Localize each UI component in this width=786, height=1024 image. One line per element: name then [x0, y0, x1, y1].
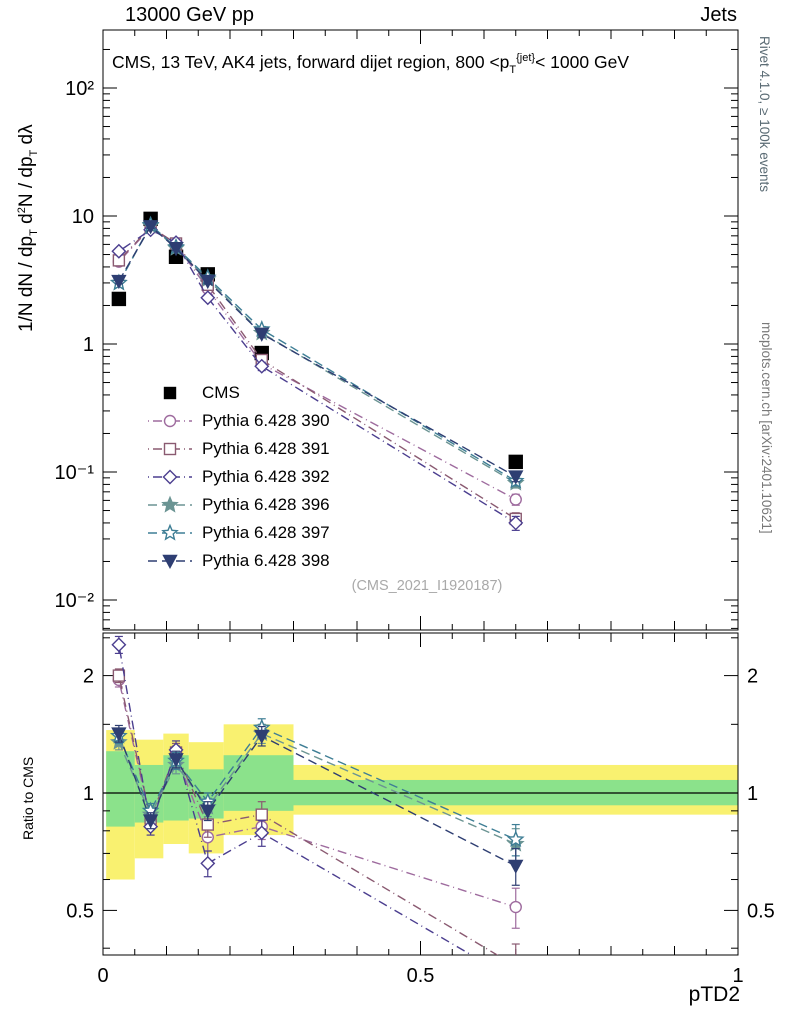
- legend-label: Pythia 6.428 390: [202, 411, 330, 430]
- svg-text:0.5: 0.5: [407, 965, 435, 987]
- legend-marker-diamond: [148, 469, 192, 485]
- legend-marker-circle: [148, 414, 192, 428]
- legend-label: Pythia 6.428 391: [202, 439, 330, 458]
- svg-text:10²: 10²: [65, 78, 94, 100]
- svg-text:0: 0: [97, 965, 108, 987]
- analysis-group-label: Jets: [700, 4, 737, 26]
- x-axis-label: pTD2: [688, 983, 740, 1006]
- legend-label: CMS: [202, 383, 240, 402]
- legend: CMS Pythia 6.428 390 Pythia 6.428 391 Pythi…: [146, 379, 330, 575]
- svg-text:0.5: 0.5: [747, 900, 775, 922]
- main-y-axis-label: 1/N dN / dpT d2N / dpT dλ: [16, 124, 40, 332]
- svg-text:10⁻¹: 10⁻¹: [55, 462, 95, 484]
- svg-text:1: 1: [732, 965, 743, 987]
- plot-title-superscript: {jet}: [516, 52, 536, 64]
- rivet-version-caption: Rivet 4.1.0, ≥ 100k events: [757, 36, 772, 192]
- svg-text:0.5: 0.5: [66, 900, 94, 922]
- legend-label: Pythia 6.428 398: [202, 551, 330, 570]
- plot-title-text: CMS, 13 TeV, AK4 jets, forward dijet reg…: [112, 52, 510, 72]
- legend-item: Pythia 6.428 398: [146, 547, 330, 575]
- main-panel-series: [109, 211, 525, 531]
- legend-item: Pythia 6.428 391: [146, 435, 330, 463]
- legend-marker-square: [163, 386, 177, 400]
- svg-text:1: 1: [747, 783, 758, 805]
- svg-text:10⁻²: 10⁻²: [55, 590, 95, 612]
- legend-marker-star: [148, 523, 192, 541]
- analysis-id-watermark: (CMS_2021_I1920187): [351, 578, 503, 594]
- svg-text:1: 1: [83, 334, 94, 356]
- legend-item: Pythia 6.428 396: [146, 491, 330, 519]
- plot-title-suffix: < 1000 GeV: [535, 52, 629, 72]
- svg-text:1: 1: [83, 783, 94, 805]
- svg-text:2: 2: [747, 666, 758, 688]
- ratio-panel-series: [109, 635, 525, 955]
- legend-item: Pythia 6.428 397: [146, 519, 330, 547]
- svg-text:2: 2: [83, 666, 94, 688]
- legend-marker-star: [148, 495, 192, 513]
- legend-item: CMS: [146, 379, 330, 407]
- plot-title: CMS, 13 TeV, AK4 jets, forward dijet reg…: [112, 52, 629, 76]
- ratio-y-axis-label: Ratio to CMS: [20, 756, 36, 840]
- legend-marker-triangle-down: [148, 554, 192, 569]
- legend-label: Pythia 6.428 392: [202, 467, 330, 486]
- legend-item: Pythia 6.428 390: [146, 407, 330, 435]
- legend-label: Pythia 6.428 396: [202, 495, 330, 514]
- plot-title-subscript: T: [509, 64, 517, 76]
- legend-marker-square: [148, 442, 192, 456]
- legend-label: Pythia 6.428 397: [202, 523, 330, 542]
- svg-text:10: 10: [72, 206, 94, 228]
- beam-energy-label: 13000 GeV pp: [125, 4, 254, 26]
- mcplots-arxiv-caption: mcplots.cern.ch [arXiv:2401.10621]: [759, 322, 774, 534]
- legend-item: Pythia 6.428 392: [146, 463, 330, 491]
